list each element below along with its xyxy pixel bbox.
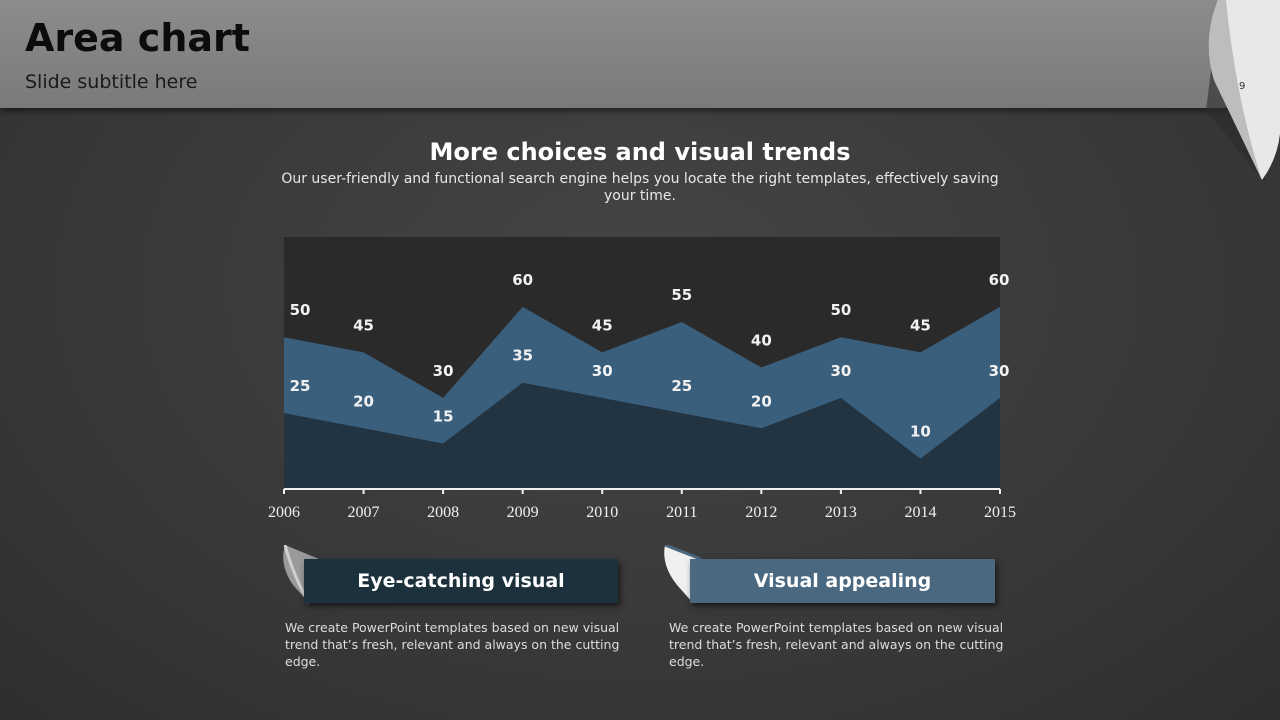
data-label: 35	[512, 347, 533, 365]
data-label: 45	[592, 316, 613, 334]
data-label: 50	[290, 301, 311, 319]
area-series-2	[284, 382, 1000, 489]
data-label: 30	[989, 362, 1010, 380]
x-tick-label: 2015	[984, 504, 1016, 521]
data-label: 30	[433, 362, 454, 380]
x-tick-label: 2011	[666, 504, 697, 521]
data-label: 20	[353, 392, 374, 410]
data-label: 60	[989, 271, 1010, 289]
data-label: 50	[830, 301, 851, 319]
page-curl-icon	[1206, 0, 1280, 182]
x-tick-label: 2007	[348, 504, 380, 521]
data-label: 15	[433, 407, 454, 425]
data-label: 10	[910, 423, 931, 441]
slide-subtitle: Slide subtitle here	[25, 71, 198, 93]
section-heading: More choices and visual trends	[429, 138, 851, 166]
data-label: 25	[290, 377, 311, 395]
data-label: 30	[592, 362, 613, 380]
x-tick-label: 2012	[745, 504, 777, 521]
card-title: Visual appealing	[753, 570, 932, 592]
data-label: 60	[512, 271, 533, 289]
data-label: 55	[671, 286, 692, 304]
x-tick-label: 2013	[825, 504, 857, 521]
data-label: 45	[353, 316, 374, 334]
page-number: 9	[1239, 81, 1246, 92]
slide-title: Area chart	[25, 16, 250, 60]
x-tick-label: 2006	[268, 504, 300, 521]
card-banner-eye-catching: Eye-catching visual	[304, 559, 618, 603]
section-description: Our user-friendly and functional search …	[281, 171, 999, 204]
card-title: Eye-catching visual	[357, 570, 565, 592]
area-chart: 5045306045554050456025201535302520301030…	[268, 237, 1016, 521]
data-label: 25	[671, 377, 692, 395]
data-label: 40	[751, 332, 772, 350]
card-banner-visual-appealing: Visual appealing	[690, 559, 995, 603]
data-label: 45	[910, 316, 931, 334]
data-label: 30	[830, 362, 851, 380]
x-tick-label: 2008	[427, 504, 459, 521]
data-label: 20	[751, 392, 772, 410]
slide-header: Area chart Slide subtitle here	[0, 0, 1280, 108]
x-tick-label: 2009	[507, 504, 539, 521]
card-text: We create PowerPoint templates based on …	[285, 620, 620, 669]
x-tick-label: 2010	[586, 504, 618, 521]
card-text: We create PowerPoint templates based on …	[669, 620, 1004, 669]
x-tick-label: 2014	[904, 504, 936, 521]
